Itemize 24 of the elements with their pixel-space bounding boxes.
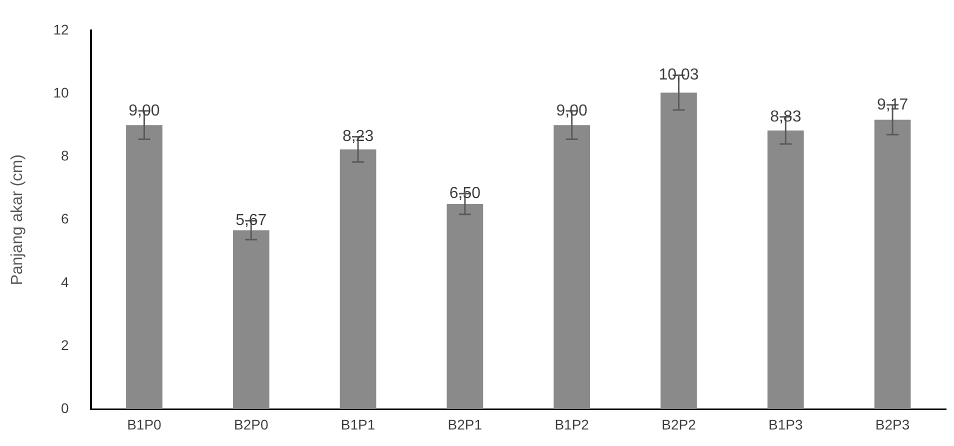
y-tick-label: 10 [53, 84, 69, 100]
data-label: 9,00 [128, 102, 160, 120]
y-axis-title: Panjang akar (cm) [9, 154, 26, 286]
x-tick-label: B2P2 [662, 416, 696, 432]
x-tick-label: B2P3 [875, 416, 910, 432]
y-tick-label: 12 [53, 21, 69, 38]
data-label: 6,50 [449, 185, 481, 202]
x-tick-label: B1P1 [340, 416, 376, 432]
x-tick-label: B2P1 [448, 416, 482, 432]
data-label: 10,03 [658, 66, 699, 84]
data-label: 9,00 [556, 102, 588, 120]
data-label: 9,17 [876, 96, 908, 114]
y-tick-label: 0 [60, 400, 69, 416]
x-tick-label: B1P2 [554, 416, 590, 432]
y-tick-label: 6 [60, 210, 69, 227]
data-label: 8,23 [342, 128, 374, 146]
y-tick-label: 2 [60, 336, 69, 353]
y-tick-label: 8 [60, 148, 69, 164]
data-label: 8,83 [770, 108, 802, 126]
y-tick-label: 4 [60, 274, 69, 290]
x-tick-label: B1P3 [768, 416, 803, 432]
x-tick-label: B2P0 [234, 416, 268, 432]
x-tick-label: B1P0 [127, 416, 162, 432]
data-label: 5,67 [236, 212, 267, 230]
